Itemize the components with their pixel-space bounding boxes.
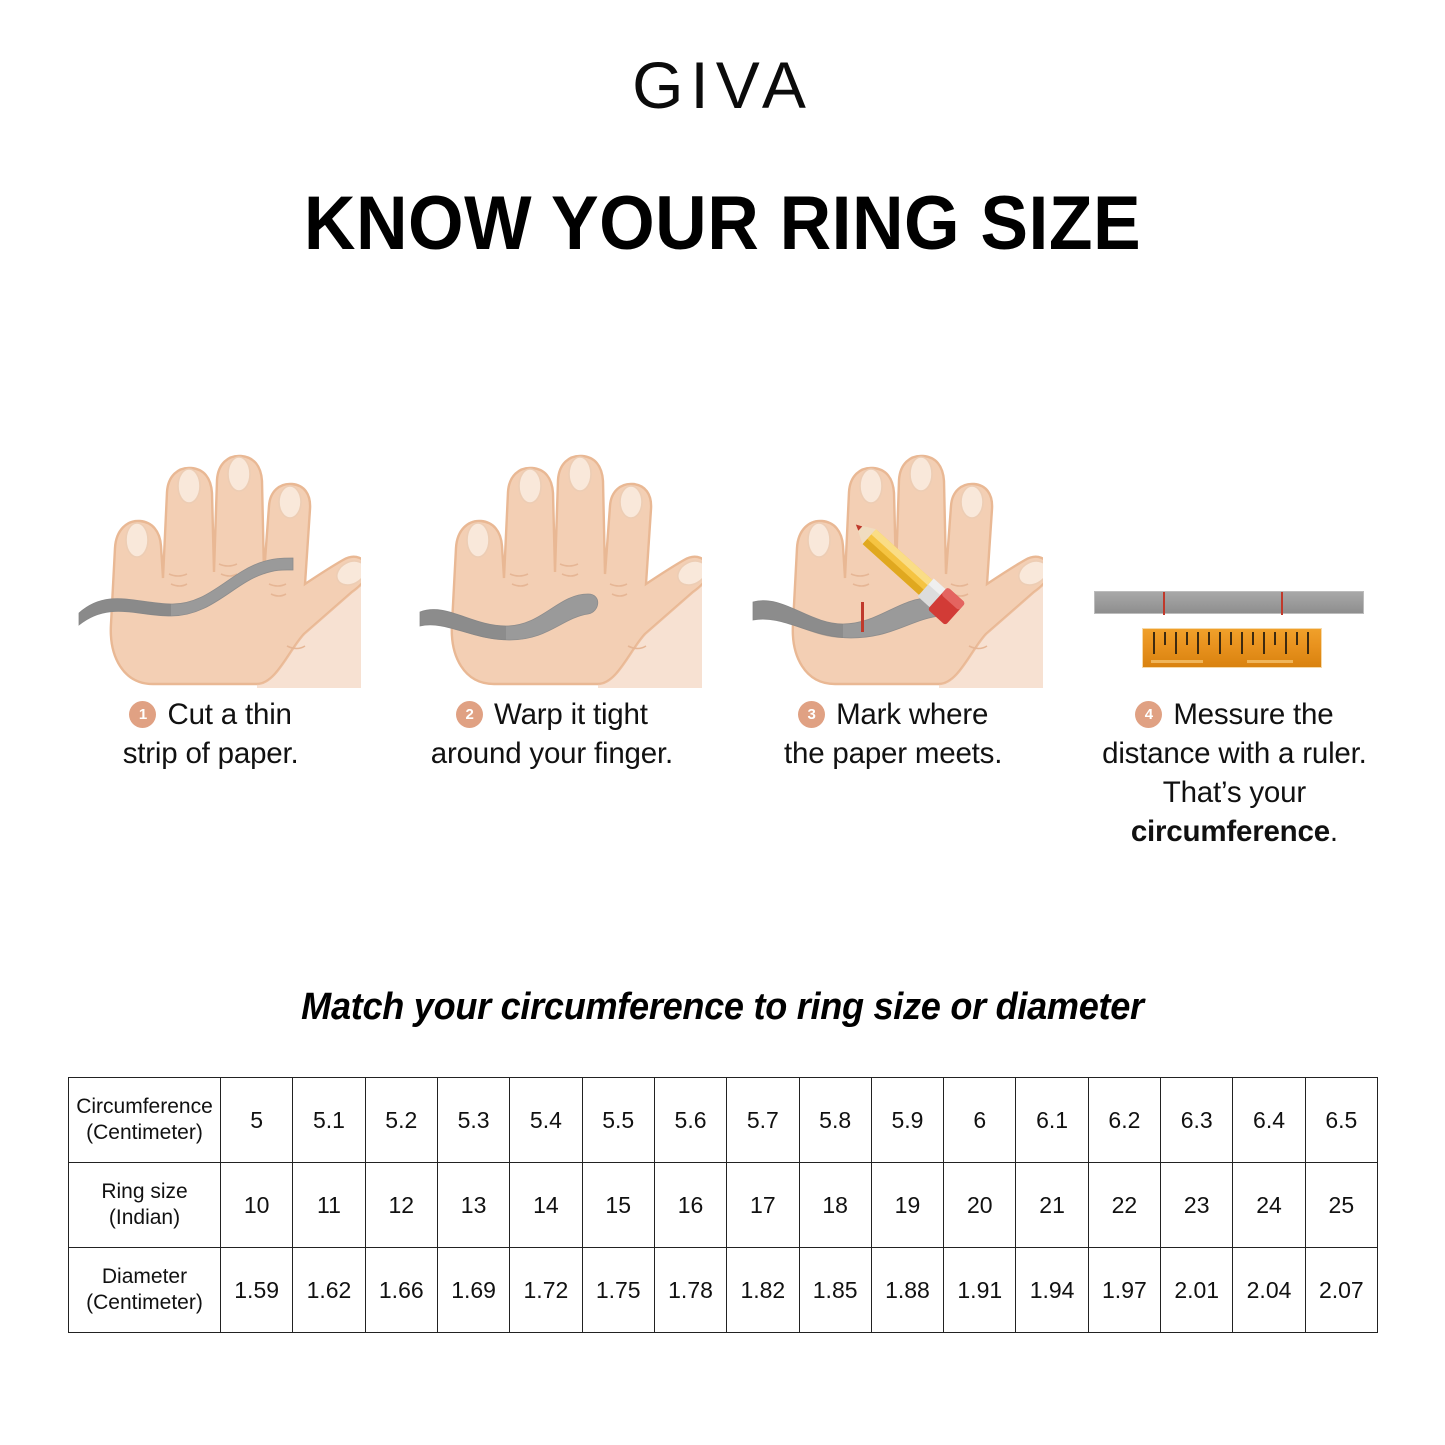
row-label-ring-size: Ring size (Indian) xyxy=(68,1162,221,1248)
table-row-circumference: Circumference (Centimeter) 5 5.1 5.2 5.3… xyxy=(68,1077,1379,1163)
step-1-illustration xyxy=(40,388,381,688)
step-2-line1: Warp it tight xyxy=(494,698,648,731)
cell: 19 xyxy=(870,1162,945,1248)
cell: 13 xyxy=(436,1162,511,1248)
cell: 15 xyxy=(581,1162,655,1248)
step-4: 4 Messure the distance with a ruler. That… xyxy=(1064,388,1405,858)
step-3-line2: the paper meets. xyxy=(784,736,1003,770)
ring-size-table: Circumference (Centimeter) 5 5.1 5.2 5.3… xyxy=(68,1077,1379,1333)
step-1-line1: Cut a thin xyxy=(167,698,292,731)
cell: 14 xyxy=(509,1162,583,1248)
cell: 5.9 xyxy=(870,1077,945,1163)
cell: 1.82 xyxy=(726,1247,800,1333)
step-4-line3-emphasis: circumference xyxy=(1130,814,1330,848)
cell: 1.75 xyxy=(581,1247,655,1333)
cell: 11 xyxy=(292,1162,366,1248)
step-2-illustration xyxy=(381,388,722,688)
cell: 5.5 xyxy=(581,1077,655,1163)
step-1: 1 Cut a thin strip of paper. xyxy=(40,388,381,858)
cell: 1.62 xyxy=(292,1247,366,1333)
cell: 1.66 xyxy=(364,1247,438,1333)
cell: 1.94 xyxy=(1015,1247,1089,1333)
cell: 1.72 xyxy=(509,1247,583,1333)
row-label-diameter: Diameter (Centimeter) xyxy=(68,1247,221,1333)
cell: 5.3 xyxy=(436,1077,511,1163)
cell: 2.04 xyxy=(1232,1247,1306,1333)
steps-row: 1 Cut a thin strip of paper. xyxy=(40,388,1405,858)
cell: 18 xyxy=(798,1162,872,1248)
cell: 6 xyxy=(943,1077,1017,1163)
table-row-ring-size: Ring size (Indian) 10 11 12 13 14 15 16 … xyxy=(68,1162,1379,1248)
step-2-badge: 2 xyxy=(456,701,484,728)
cell: 6.4 xyxy=(1232,1077,1306,1163)
table-row-diameter: Diameter (Centimeter) 1.59 1.62 1.66 1.6… xyxy=(68,1247,1379,1333)
cell: 1.69 xyxy=(436,1247,511,1333)
cell: 24 xyxy=(1232,1162,1306,1248)
cell: 12 xyxy=(364,1162,438,1248)
step-3-caption: 3 Mark where the paper meets. xyxy=(723,696,1064,774)
cell: 1.91 xyxy=(943,1247,1017,1333)
step-3-illustration xyxy=(723,388,1064,688)
cell: 6.3 xyxy=(1160,1077,1234,1163)
cell: 1.78 xyxy=(653,1247,728,1333)
measured-paper-strip xyxy=(1094,591,1365,615)
step-2: 2 Warp it tight around your finger. xyxy=(381,388,722,858)
cell: 6.1 xyxy=(1015,1077,1089,1163)
cell: 16 xyxy=(653,1162,728,1248)
cell: 5.7 xyxy=(726,1077,800,1163)
strip-mark-right xyxy=(1281,592,1284,615)
cell: 2.07 xyxy=(1304,1247,1379,1333)
cell: 23 xyxy=(1160,1162,1234,1248)
step-1-badge: 1 xyxy=(129,701,157,728)
hand-with-paper-strip-icon xyxy=(78,454,361,688)
step-4-line3-prefix: That’s your xyxy=(1162,775,1306,809)
cell: 1.85 xyxy=(798,1247,872,1333)
cell: 10 xyxy=(219,1162,294,1248)
step-3-line1: Mark where xyxy=(836,698,989,731)
table-heading: Match your circumference to ring size or… xyxy=(301,986,1144,1028)
cell: 5.8 xyxy=(798,1077,872,1163)
hand-pencil-marking-icon xyxy=(752,454,1044,688)
step-4-illustration xyxy=(1064,388,1405,688)
ruler-icon xyxy=(1142,628,1323,668)
cell: 21 xyxy=(1015,1162,1089,1248)
step-1-line2: strip of paper. xyxy=(122,736,299,770)
cell: 2.01 xyxy=(1160,1247,1234,1333)
cell: 1.97 xyxy=(1087,1247,1162,1333)
step-4-line3-suffix: . xyxy=(1329,814,1338,848)
step-4-line2: distance with a ruler. xyxy=(1102,736,1367,770)
step-4-caption: 4 Messure the distance with a ruler. That… xyxy=(1064,696,1405,852)
step-2-caption: 2 Warp it tight around your finger. xyxy=(381,696,722,774)
cell: 5.4 xyxy=(509,1077,583,1163)
step-3: 3 Mark where the paper meets. xyxy=(723,388,1064,858)
cell: 5.1 xyxy=(292,1077,366,1163)
cell: 17 xyxy=(726,1162,800,1248)
cell: 25 xyxy=(1304,1162,1379,1248)
hand-strip-wrapped-icon xyxy=(419,454,702,688)
cell: 5 xyxy=(219,1077,294,1163)
page-title: KNOW YOUR RING SIZE xyxy=(303,181,1142,266)
brand-logo: GIVA xyxy=(632,48,813,122)
strip-mark-left xyxy=(1163,592,1166,615)
cell: 1.59 xyxy=(219,1247,294,1333)
cell: 6.5 xyxy=(1304,1077,1379,1163)
cell: 5.6 xyxy=(653,1077,728,1163)
step-3-badge: 3 xyxy=(798,701,826,728)
step-4-line1: Messure the xyxy=(1173,698,1334,731)
cell: 5.2 xyxy=(364,1077,438,1163)
step-1-caption: 1 Cut a thin strip of paper. xyxy=(40,696,381,774)
cell: 20 xyxy=(943,1162,1017,1248)
cell: 1.88 xyxy=(870,1247,945,1333)
step-4-badge: 4 xyxy=(1135,701,1163,728)
row-label-circumference: Circumference (Centimeter) xyxy=(68,1077,221,1163)
step-2-line2: around your finger. xyxy=(430,736,673,770)
cell: 22 xyxy=(1087,1162,1162,1248)
cell: 6.2 xyxy=(1087,1077,1162,1163)
